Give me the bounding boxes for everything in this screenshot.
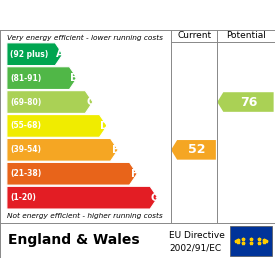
Text: A: A: [56, 49, 64, 59]
Text: 2002/91/EC: 2002/91/EC: [169, 243, 221, 252]
Polygon shape: [7, 115, 107, 137]
Text: G: G: [151, 193, 159, 203]
Text: F: F: [131, 169, 138, 179]
Text: (92 plus): (92 plus): [10, 50, 48, 59]
Text: 52: 52: [188, 143, 206, 156]
Text: E: E: [112, 145, 119, 155]
Polygon shape: [7, 91, 93, 114]
Text: 76: 76: [240, 95, 258, 109]
Text: Potential: Potential: [226, 31, 266, 41]
Polygon shape: [7, 139, 118, 161]
Text: EU Directive: EU Directive: [169, 231, 225, 240]
Polygon shape: [7, 162, 137, 185]
Text: Current: Current: [177, 31, 211, 41]
Text: B: B: [70, 73, 78, 83]
Polygon shape: [7, 186, 158, 209]
Polygon shape: [7, 67, 77, 90]
Bar: [230, 226, 272, 256]
Text: (1-20): (1-20): [10, 193, 36, 202]
Text: England & Wales: England & Wales: [8, 233, 140, 247]
Text: C: C: [86, 97, 94, 107]
Polygon shape: [171, 140, 216, 160]
Text: (81-91): (81-91): [10, 74, 42, 83]
Text: (69-80): (69-80): [10, 98, 42, 107]
Text: D: D: [100, 121, 109, 131]
Text: (21-38): (21-38): [10, 169, 42, 178]
Polygon shape: [217, 92, 274, 112]
Text: Energy Efficiency Rating: Energy Efficiency Rating: [8, 7, 210, 22]
Text: Very energy efficient - lower running costs: Very energy efficient - lower running co…: [7, 35, 163, 41]
Text: (55-68): (55-68): [10, 122, 41, 131]
Text: Not energy efficient - higher running costs: Not energy efficient - higher running co…: [7, 213, 163, 220]
Polygon shape: [7, 43, 63, 66]
Text: (39-54): (39-54): [10, 145, 41, 154]
